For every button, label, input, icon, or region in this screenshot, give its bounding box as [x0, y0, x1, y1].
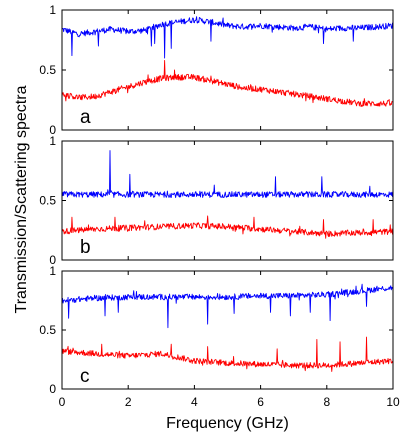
panel-letter-c: c	[80, 366, 90, 387]
series-line-blue-b	[61, 150, 394, 198]
x-axis-label: Frequency (GHz)	[166, 415, 289, 432]
y-tick-label-b: 0	[49, 253, 56, 267]
y-tick-label-b: 1	[49, 134, 56, 148]
series-line-red-b	[61, 215, 394, 239]
x-tick-label: 6	[257, 395, 264, 409]
y-tick-label-c: 1	[49, 264, 56, 278]
panel-frame-c	[61, 270, 394, 390]
panel-letter-a: a	[80, 107, 91, 128]
x-tick-label: 4	[191, 395, 198, 409]
series-line-red-c	[61, 336, 394, 372]
panel-frame-b	[61, 140, 394, 261]
series-line-blue-c	[61, 283, 394, 329]
y-axis-label: Transmission/Scattering spectra	[13, 85, 30, 313]
x-tick-label: 8	[323, 395, 330, 409]
y-tick-label-b: 0.5	[39, 194, 56, 208]
y-tick-label-a: 0.5	[39, 63, 56, 77]
series-line-red-a	[61, 59, 394, 108]
series-line-blue-a	[61, 16, 394, 59]
y-tick-label-a: 1	[49, 3, 56, 17]
y-tick-label-a: 0	[49, 123, 56, 137]
x-tick-label: 0	[59, 395, 66, 409]
x-tick-label: 2	[125, 395, 132, 409]
y-tick-label-c: 0.5	[39, 323, 56, 337]
y-tick-label-c: 0	[49, 382, 56, 396]
panel-letter-b: b	[80, 237, 91, 258]
x-tick-label: 10	[386, 395, 400, 409]
